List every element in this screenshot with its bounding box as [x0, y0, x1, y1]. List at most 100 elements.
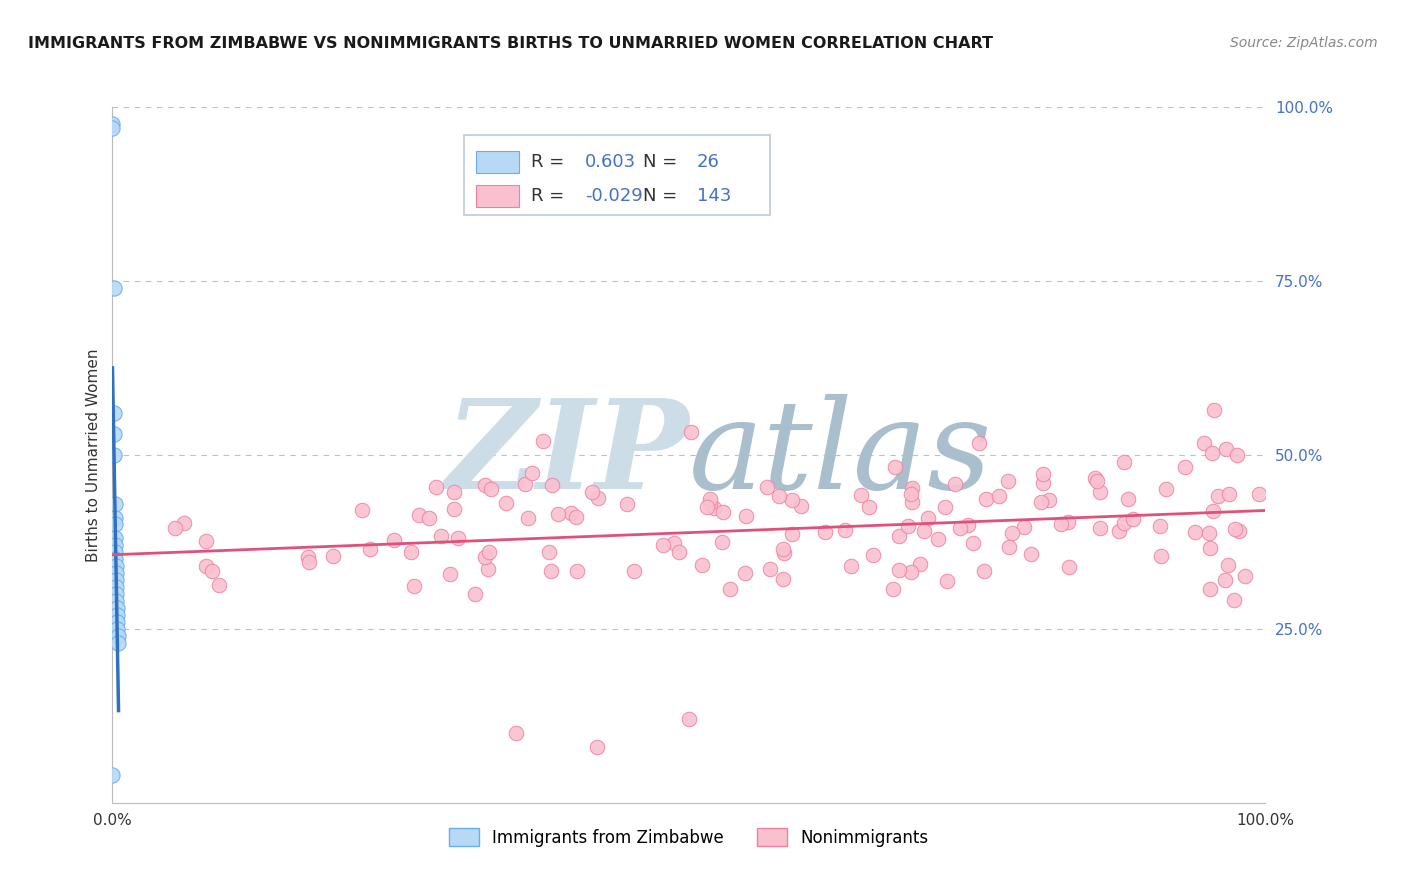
- Point: [1184, 524, 1206, 539]
- Point: [195, 533, 218, 548]
- Point: [464, 587, 486, 601]
- Point: [962, 536, 984, 550]
- Point: [104, 497, 127, 511]
- Point: [998, 540, 1021, 554]
- Point: [901, 495, 924, 509]
- Point: [520, 466, 543, 480]
- Point: [1154, 483, 1177, 497]
- Point: [1199, 541, 1222, 555]
- Text: R =: R =: [531, 187, 564, 205]
- Point: [974, 492, 997, 507]
- Point: [581, 485, 603, 500]
- Point: [1202, 504, 1225, 518]
- Point: [690, 558, 713, 573]
- Point: [565, 565, 588, 579]
- Point: [103, 406, 125, 420]
- Point: [297, 549, 319, 564]
- Point: [790, 499, 813, 513]
- Point: [425, 480, 447, 494]
- Point: [1174, 460, 1197, 475]
- Point: [668, 544, 690, 558]
- Text: ZIP: ZIP: [446, 394, 689, 516]
- Text: N =: N =: [643, 153, 678, 171]
- Point: [173, 516, 195, 530]
- Point: [104, 587, 127, 601]
- Point: [912, 524, 935, 538]
- Point: [101, 120, 124, 135]
- Point: [1056, 515, 1078, 529]
- Point: [101, 768, 124, 782]
- Point: [439, 566, 461, 581]
- Point: [477, 545, 499, 559]
- Point: [678, 712, 700, 726]
- Point: [1218, 487, 1240, 501]
- Text: Source: ZipAtlas.com: Source: ZipAtlas.com: [1230, 36, 1378, 50]
- Point: [773, 546, 796, 560]
- Point: [195, 559, 218, 574]
- Point: [1202, 402, 1225, 417]
- Point: [780, 527, 803, 541]
- Point: [1019, 547, 1042, 561]
- Point: [834, 523, 856, 537]
- Point: [515, 477, 537, 491]
- Point: [560, 506, 582, 520]
- Point: [851, 488, 873, 502]
- Point: [934, 500, 956, 515]
- Point: [105, 601, 128, 615]
- Point: [1226, 448, 1249, 462]
- Y-axis label: Births to Unmarried Women: Births to Unmarried Women: [86, 348, 101, 562]
- Point: [104, 538, 127, 552]
- Point: [1149, 519, 1171, 533]
- Point: [1049, 517, 1071, 532]
- Point: [882, 582, 904, 596]
- Point: [474, 478, 496, 492]
- Point: [679, 425, 702, 439]
- Point: [1031, 495, 1053, 509]
- Text: R =: R =: [531, 153, 564, 171]
- Point: [1249, 487, 1271, 501]
- Point: [1227, 524, 1250, 538]
- Point: [711, 534, 734, 549]
- Point: [935, 574, 957, 588]
- Point: [104, 573, 127, 587]
- Point: [399, 544, 422, 558]
- Point: [585, 740, 607, 755]
- Point: [943, 476, 966, 491]
- Point: [1208, 489, 1230, 503]
- Point: [1057, 560, 1080, 574]
- Point: [208, 578, 231, 592]
- Point: [1213, 574, 1236, 588]
- Point: [1199, 582, 1222, 597]
- Point: [883, 460, 905, 475]
- Point: [858, 500, 880, 514]
- Point: [103, 427, 125, 442]
- Point: [586, 491, 609, 505]
- Point: [101, 117, 124, 131]
- Point: [1192, 436, 1215, 450]
- Point: [201, 564, 224, 578]
- Point: [1108, 524, 1130, 538]
- Point: [107, 629, 129, 643]
- Point: [163, 521, 186, 535]
- Point: [699, 492, 721, 507]
- Point: [495, 496, 517, 510]
- Point: [1234, 568, 1257, 582]
- Point: [1112, 516, 1135, 530]
- Point: [105, 622, 128, 636]
- Point: [565, 510, 588, 524]
- Point: [104, 559, 127, 574]
- Legend: Immigrants from Zimbabwe, Nonimmigrants: Immigrants from Zimbabwe, Nonimmigrants: [443, 822, 935, 854]
- Point: [107, 636, 129, 650]
- Point: [1218, 558, 1240, 572]
- Point: [103, 281, 125, 295]
- Point: [1201, 445, 1223, 459]
- Point: [1090, 485, 1112, 500]
- Point: [900, 482, 922, 496]
- Point: [104, 552, 127, 566]
- Bar: [475, 186, 519, 208]
- Point: [1038, 493, 1060, 508]
- Point: [897, 519, 920, 533]
- Point: [997, 474, 1019, 488]
- Point: [479, 482, 502, 496]
- FancyBboxPatch shape: [464, 135, 769, 215]
